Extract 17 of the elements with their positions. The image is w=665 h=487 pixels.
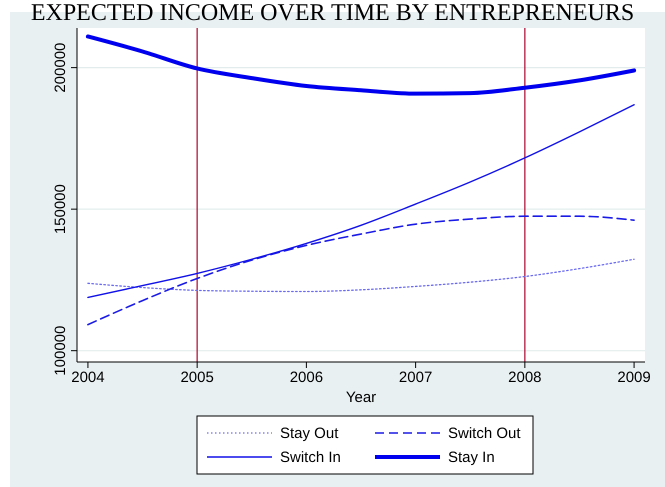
- x-tick-label: 2004: [71, 369, 105, 386]
- x-tick-label: 2009: [617, 369, 651, 386]
- y-tick-label: 100000: [52, 326, 69, 376]
- x-tick-label: 2006: [290, 369, 324, 386]
- line-series: [87, 258, 635, 292]
- x-tick-label: 2008: [508, 369, 542, 386]
- legend-label: Switch In: [280, 449, 341, 466]
- x-tick-label: 2007: [398, 369, 432, 386]
- legend-label: Stay Out: [280, 425, 340, 442]
- x-axis-title: Year: [346, 389, 376, 406]
- x-tick-label: 2005: [180, 369, 214, 386]
- y-tick-label: 200000: [52, 42, 69, 93]
- y-tick-label: 150000: [52, 184, 69, 234]
- legend-label: Switch Out: [448, 425, 522, 442]
- line-series: [86, 34, 636, 96]
- legend-label: Stay In: [448, 449, 495, 466]
- chart-title: EXPECTED INCOME OVER TIME BY ENTREPRENEURS: [30, 0, 634, 26]
